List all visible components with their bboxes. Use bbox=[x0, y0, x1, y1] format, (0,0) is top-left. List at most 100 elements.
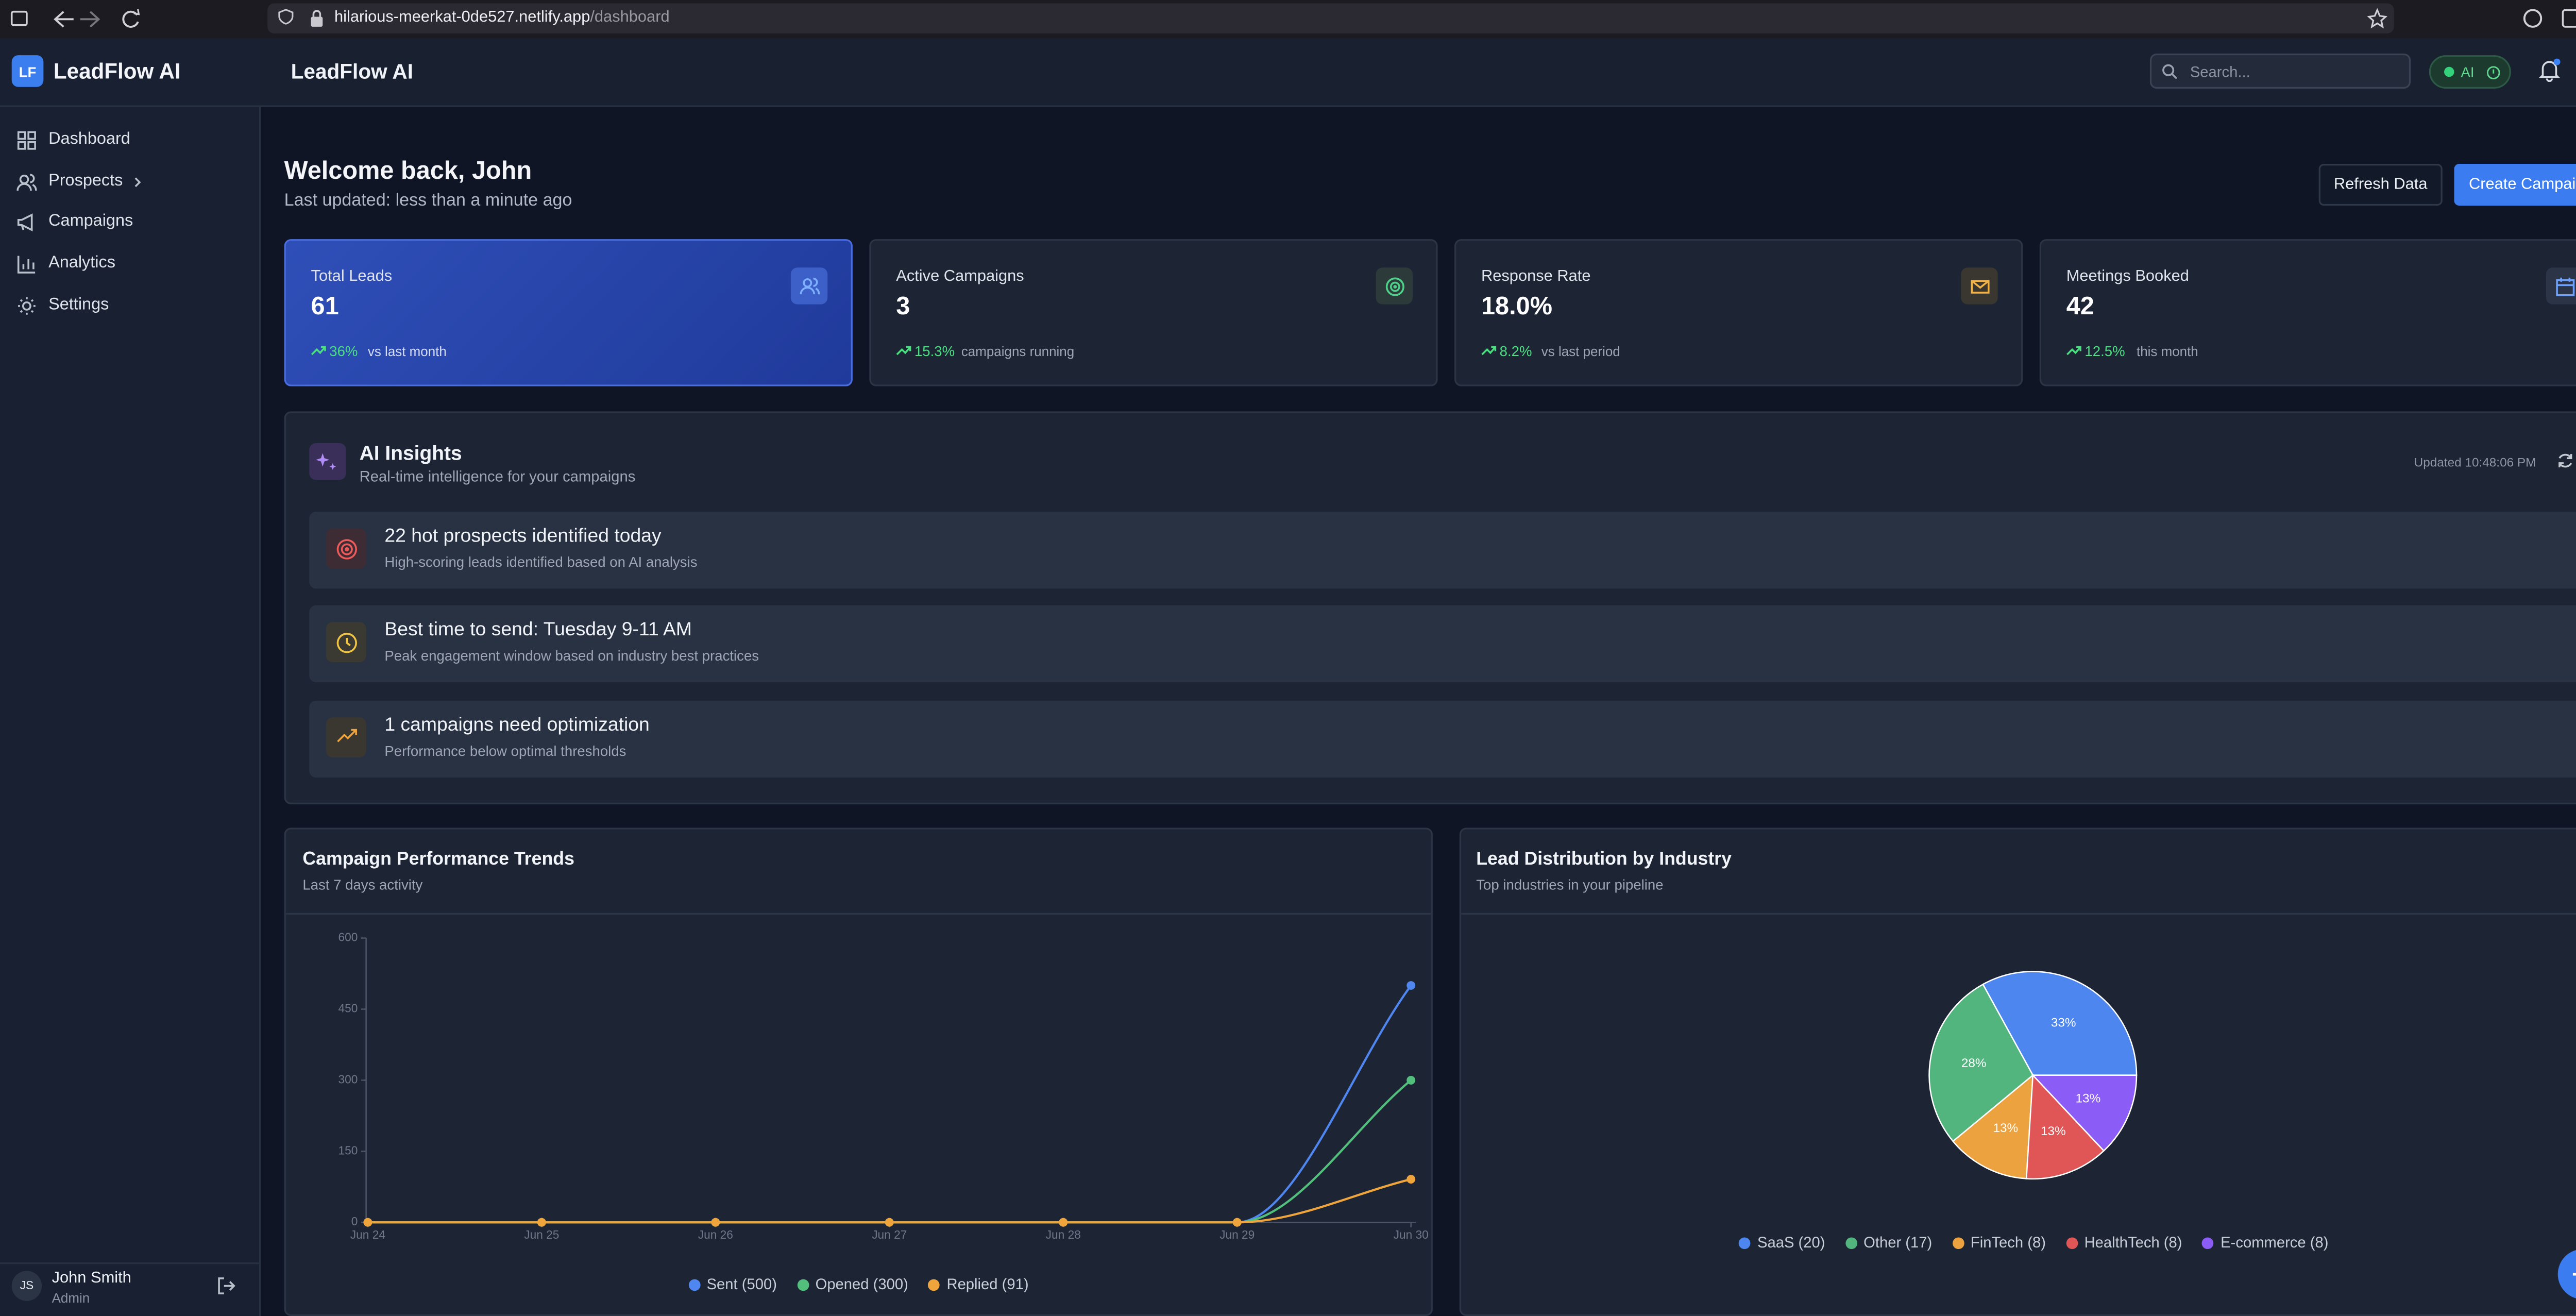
nav-icon bbox=[18, 297, 36, 315]
nav-icon bbox=[17, 131, 36, 150]
header-title: LeadFlow AI bbox=[291, 60, 413, 84]
trend-chart-panel: Campaign Performance Trends Last 7 days … bbox=[284, 828, 1433, 1316]
icon-stroke bbox=[336, 729, 357, 743]
stat-icon bbox=[1385, 276, 1404, 295]
insights-refresh-button[interactable] bbox=[2556, 451, 2574, 470]
nav-label: Dashboard bbox=[48, 130, 130, 149]
stat-label: Response Rate bbox=[1481, 267, 1591, 286]
logo: LF bbox=[11, 55, 44, 87]
url-path: /dashboard bbox=[590, 8, 670, 27]
trend-up-icon bbox=[1481, 346, 1497, 356]
legend-swatch bbox=[1952, 1236, 1964, 1248]
icon-stroke bbox=[336, 538, 357, 559]
user-name: John Smith bbox=[52, 1269, 131, 1288]
ai-badge-label: AI bbox=[2461, 63, 2475, 80]
chart-subtitle: Top industries in your pipeline bbox=[1476, 876, 1664, 893]
icon-stroke bbox=[17, 131, 36, 150]
icon-stroke bbox=[799, 277, 819, 294]
stat-label: Total Leads bbox=[311, 267, 393, 286]
legend-swatch bbox=[2065, 1236, 2078, 1248]
legend-label: HealthTech (8) bbox=[2084, 1234, 2182, 1251]
slice-label: 13% bbox=[1993, 1121, 2018, 1135]
legend: SaaS (20) Other (17) FinTech (8) HealthTech… bbox=[1460, 1234, 2576, 1251]
data-point bbox=[363, 1218, 372, 1227]
url: hilarious-meerkat-0de527.netlify.app/das… bbox=[334, 8, 670, 27]
data-point bbox=[1406, 981, 1416, 990]
pie-slice bbox=[2031, 1074, 2138, 1152]
refresh-button[interactable]: Refresh Data bbox=[2318, 164, 2443, 206]
insights-updated: Updated 10:48:06 PM bbox=[2414, 454, 2536, 470]
stat-card: Meetings Booked 42 12.5% this month bbox=[2039, 239, 2576, 386]
insight-title: 1 campaigns need optimization bbox=[384, 715, 650, 735]
insight-item: 1 campaigns need optimization Performance… bbox=[309, 700, 2576, 777]
insight-icon-box bbox=[326, 716, 366, 757]
legend-label: SaaS (20) bbox=[1757, 1234, 1825, 1251]
data-point bbox=[537, 1218, 546, 1227]
stat-card: Total Leads 61 36% vs last month bbox=[284, 239, 853, 386]
back-button[interactable] bbox=[54, 11, 74, 28]
x-tick-label: Jun 30 bbox=[1394, 1228, 1429, 1241]
legend-label: Other (17) bbox=[1863, 1234, 1933, 1251]
insight-description: Performance below optimal thresholds bbox=[384, 741, 626, 759]
security-icons bbox=[278, 9, 323, 27]
slice-label: 13% bbox=[2041, 1124, 2066, 1138]
icon-stroke bbox=[1385, 276, 1404, 295]
browser-nav-icons bbox=[10, 9, 140, 28]
logout-button[interactable] bbox=[216, 1276, 236, 1296]
ai-status-badge[interactable]: AI bbox=[2429, 55, 2511, 89]
stat-icon-box bbox=[1961, 267, 1998, 305]
nav-item[interactable]: Analytics bbox=[0, 246, 259, 282]
welcome-title: Welcome back, John bbox=[284, 157, 532, 186]
y-tick-label: 300 bbox=[338, 1072, 358, 1086]
insight-title: Best time to send: Tuesday 9-11 AM bbox=[384, 620, 692, 641]
nav-item[interactable]: Prospects bbox=[0, 163, 259, 200]
legend-swatch bbox=[2202, 1236, 2214, 1248]
top-header: LeadFlow AI Search... AI JS bbox=[259, 38, 2576, 107]
create-campaign-button[interactable]: Create Campaign bbox=[2454, 164, 2576, 206]
data-point bbox=[711, 1218, 720, 1227]
icon-stroke bbox=[336, 632, 357, 653]
chart-title: Campaign Performance Trends bbox=[302, 849, 574, 870]
floating-add-button[interactable] bbox=[2557, 1249, 2576, 1300]
browser-extension-icons bbox=[2523, 9, 2576, 28]
nav-icon bbox=[16, 173, 37, 191]
stat-value: 42 bbox=[2066, 292, 2094, 322]
sidebar-divider bbox=[0, 105, 259, 107]
legend-swatch bbox=[688, 1278, 700, 1290]
series-line bbox=[367, 1178, 1412, 1224]
ai-insights-panel: AI Insights Real-time intelligence for y… bbox=[284, 411, 2576, 804]
data-point bbox=[1232, 1218, 1242, 1227]
insight-icon-box bbox=[326, 528, 366, 569]
insights-icon bbox=[309, 443, 346, 480]
pie-slice bbox=[1982, 971, 2138, 1076]
x-tick-label: Jun 28 bbox=[1046, 1228, 1081, 1241]
legend-item: Opened (300) bbox=[796, 1276, 908, 1293]
nav-label: Analytics bbox=[48, 254, 115, 273]
reload-button[interactable] bbox=[122, 10, 139, 28]
user-divider bbox=[0, 1262, 259, 1264]
pie-slice bbox=[1952, 1073, 2034, 1179]
nav-item[interactable]: Campaigns bbox=[0, 205, 259, 241]
pie-slice bbox=[2025, 1073, 2105, 1180]
search-box[interactable]: Search... bbox=[2149, 53, 2411, 89]
notifications-button[interactable] bbox=[2538, 58, 2561, 82]
welcome-subtitle: Last updated: less than a minute ago bbox=[284, 190, 572, 211]
address-bar[interactable]: hilarious-meerkat-0de527.netlify.app/das… bbox=[267, 3, 2394, 33]
stat-card: Active Campaigns 3 15.3% campaigns running bbox=[869, 239, 1438, 386]
slice-label: 13% bbox=[2076, 1091, 2101, 1105]
stat-card: Response Rate 18.0% 8.2% vs last period bbox=[1454, 239, 2023, 386]
nav-item[interactable]: Settings bbox=[0, 288, 259, 324]
legend-swatch bbox=[1739, 1236, 1751, 1248]
icon-stroke bbox=[1970, 279, 1989, 293]
slice-label: 28% bbox=[1961, 1056, 1987, 1070]
search-placeholder: Search... bbox=[2190, 62, 2250, 80]
nav-item[interactable]: Dashboard bbox=[0, 122, 259, 159]
legend-item: Sent (500) bbox=[688, 1276, 777, 1293]
icon-stroke bbox=[134, 177, 141, 187]
forward-button[interactable] bbox=[80, 11, 100, 28]
bookmark-icon[interactable] bbox=[2367, 8, 2387, 29]
brand-name: LeadFlow AI bbox=[53, 58, 181, 84]
legend-item: HealthTech (8) bbox=[2065, 1234, 2182, 1251]
trend-up-icon bbox=[311, 346, 326, 356]
nav-icon bbox=[17, 214, 33, 232]
